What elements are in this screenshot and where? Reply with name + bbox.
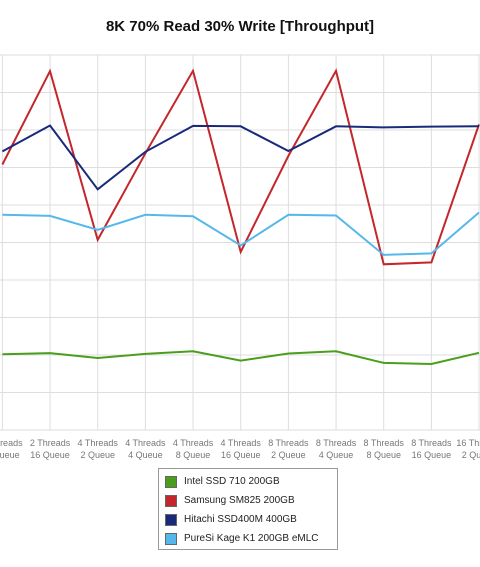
legend-label-hitachi: Hitachi SSD400M 400GB — [184, 514, 297, 525]
x-tick-label-line: 2 Queue — [271, 450, 306, 460]
x-tick-label-line: 2 Queue — [80, 450, 115, 460]
series-line-0 — [2, 350, 480, 366]
legend-item-intel: Intel SSD 710 200GB — [165, 472, 331, 491]
x-tick-label-line: 2 Queue — [0, 450, 20, 460]
x-tick-label-line: 2 Threads — [30, 438, 71, 448]
x-tick-label-line: 2 Threads — [0, 438, 23, 448]
x-tick-label-line: 16 Queue — [412, 450, 452, 460]
legend: Intel SSD 710 200GB Samsung SM825 200GB … — [158, 468, 338, 550]
legend-label-samsung: Samsung SM825 200GB — [184, 495, 295, 506]
grid-lines — [0, 54, 480, 431]
x-tick-label-line: 8 Queue — [176, 450, 211, 460]
x-tick-label: 16 Threads 2 Queue — [456, 438, 480, 460]
x-tick-label-line: 8 Threads — [411, 438, 452, 448]
legend-item-hitachi: Hitachi SSD400M 400GB — [165, 510, 331, 529]
legend-label-intel: Intel SSD 710 200GB — [184, 476, 280, 487]
legend-swatch-samsung — [165, 494, 177, 507]
x-tick-label-line: 8 Queue — [366, 450, 401, 460]
x-tick-label-line: 16 Queue — [221, 450, 261, 460]
x-tick-label: 4 Threads 4 Queue — [125, 438, 166, 460]
x-tick-label-line: 16 Threads — [456, 438, 480, 448]
chart-title: 8K 70% Read 30% Write [Throughput] — [105, 18, 375, 35]
x-tick-label-line: 4 Queue — [128, 450, 163, 460]
x-tick-label: 4 Threads 16 Queue — [221, 438, 262, 460]
legend-item-puresi: PureSi Kage K1 200GB eMLC — [165, 529, 331, 548]
legend-swatch-hitachi — [165, 513, 177, 526]
x-tick-label: 2 Threads 2 Queue — [0, 438, 23, 460]
x-tick-label-line: 4 Queue — [319, 450, 354, 460]
x-tick-label-line: 4 Threads — [125, 438, 166, 448]
x-tick-label: 8 Threads 16 Queue — [411, 438, 452, 460]
x-tick-label-line: 8 Threads — [316, 438, 357, 448]
x-tick-label-line: 8 Threads — [268, 438, 309, 448]
legend-swatch-intel — [165, 475, 177, 488]
x-tick-label: 8 Threads 8 Queue — [364, 438, 405, 460]
legend-label-puresi: PureSi Kage K1 200GB eMLC — [184, 533, 319, 544]
x-tick-label-line: 2 Queue — [462, 450, 480, 460]
x-tick-label: 8 Threads 2 Queue — [268, 438, 309, 460]
x-tick-label-line: 8 Threads — [364, 438, 405, 448]
series-line-2 — [1, 124, 480, 191]
x-tick-label: 4 Threads 2 Queue — [78, 438, 119, 460]
legend-swatch-puresi — [165, 532, 177, 545]
series-line-1 — [1, 68, 480, 266]
series-line-3 — [2, 211, 480, 256]
legend-item-samsung: Samsung SM825 200GB — [165, 491, 331, 510]
x-tick-label-line: 4 Threads — [173, 438, 214, 448]
x-tick-label-line: 16 Queue — [30, 450, 70, 460]
x-tick-label-line: 4 Threads — [221, 438, 262, 448]
x-tick-label: 2 Threads 16 Queue — [30, 438, 71, 460]
x-tick-label: 8 Threads 4 Queue — [316, 438, 357, 460]
series-lines — [1, 68, 480, 366]
x-tick-label-line: 4 Threads — [78, 438, 119, 448]
x-tick-label: 4 Threads 8 Queue — [173, 438, 214, 460]
